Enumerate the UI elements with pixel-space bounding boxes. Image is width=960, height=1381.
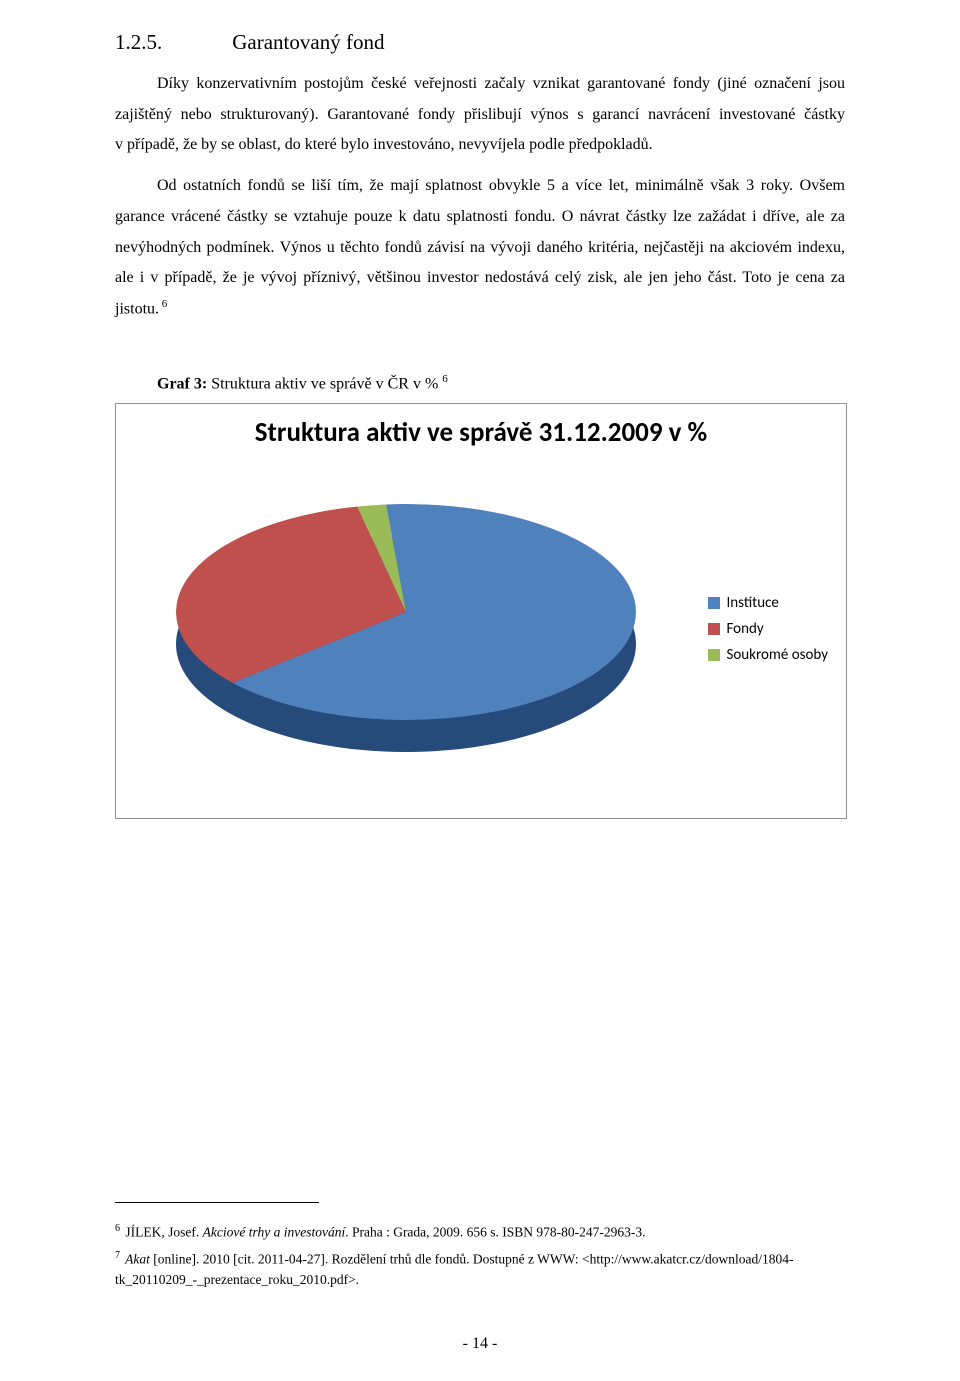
footnote-ref-6: 6 <box>159 298 167 310</box>
legend-swatch <box>708 597 720 609</box>
footnote-6-b: . Praha : Grada, 2009. 656 s. ISBN 978-8… <box>345 1225 645 1240</box>
legend-label: Soukromé osoby <box>726 646 828 664</box>
legend-item: Fondy <box>708 620 828 638</box>
paragraph-1: Díky konzervativním postojům české veřej… <box>115 69 845 161</box>
footnote-6: 6 JÍLEK, Josef. Akciové trhy a investová… <box>115 1221 845 1243</box>
footnotes: 6 JÍLEK, Josef. Akciové trhy a investová… <box>115 1221 845 1295</box>
footnote-rule <box>115 1202 319 1203</box>
section-number: 1.2.5. <box>115 30 227 55</box>
chart-legend: Instituce Fondy Soukromé osoby <box>708 594 828 672</box>
legend-item: Soukromé osoby <box>708 646 828 664</box>
footnote-7-ital: Akat <box>122 1251 153 1266</box>
legend-item: Instituce <box>708 594 828 612</box>
paragraph-1b-text: Od ostatních fondů se liší tím, že mají … <box>115 177 845 317</box>
legend-swatch <box>708 649 720 661</box>
paragraph-1a-text: Díky konzervativním postojům české veřej… <box>115 75 845 153</box>
chart-caption-rest: Struktura aktiv ve správě v ČR v % <box>207 375 442 392</box>
footnote-7: 7 Akat [online]. 2010 [cit. 2011-04-27].… <box>115 1248 845 1291</box>
section-heading: 1.2.5. Garantovaný fond <box>115 30 845 55</box>
footnote-7-num: 7 <box>115 1250 120 1261</box>
legend-label: Fondy <box>726 620 763 638</box>
pie-svg <box>176 504 636 720</box>
footnote-7-rest: [online]. 2010 [cit. 2011-04-27]. Rozděl… <box>115 1251 793 1287</box>
paragraph-2: Od ostatních fondů se liší tím, že mají … <box>115 171 845 325</box>
chart-title: Struktura aktiv ve správě 31.12.2009 v % <box>116 404 846 449</box>
pie-top <box>176 504 636 720</box>
chart-caption-bold: Graf 3: <box>157 375 207 392</box>
footnote-6-num: 6 <box>115 1223 120 1234</box>
page-number: - 14 - <box>0 1335 960 1353</box>
footnote-6-a: JÍLEK, Josef. <box>122 1225 203 1240</box>
pie-wrap <box>176 504 636 784</box>
chart-caption-sup: 6 <box>442 373 448 385</box>
chart-caption: Graf 3: Struktura aktiv ve správě v ČR v… <box>157 373 845 393</box>
footnote-6-ital: Akciové trhy a investování <box>203 1225 346 1240</box>
pie-chart: Struktura aktiv ve správě 31.12.2009 v %… <box>115 403 847 819</box>
legend-swatch <box>708 623 720 635</box>
legend-label: Instituce <box>726 594 778 612</box>
section-title: Garantovaný fond <box>232 30 384 54</box>
